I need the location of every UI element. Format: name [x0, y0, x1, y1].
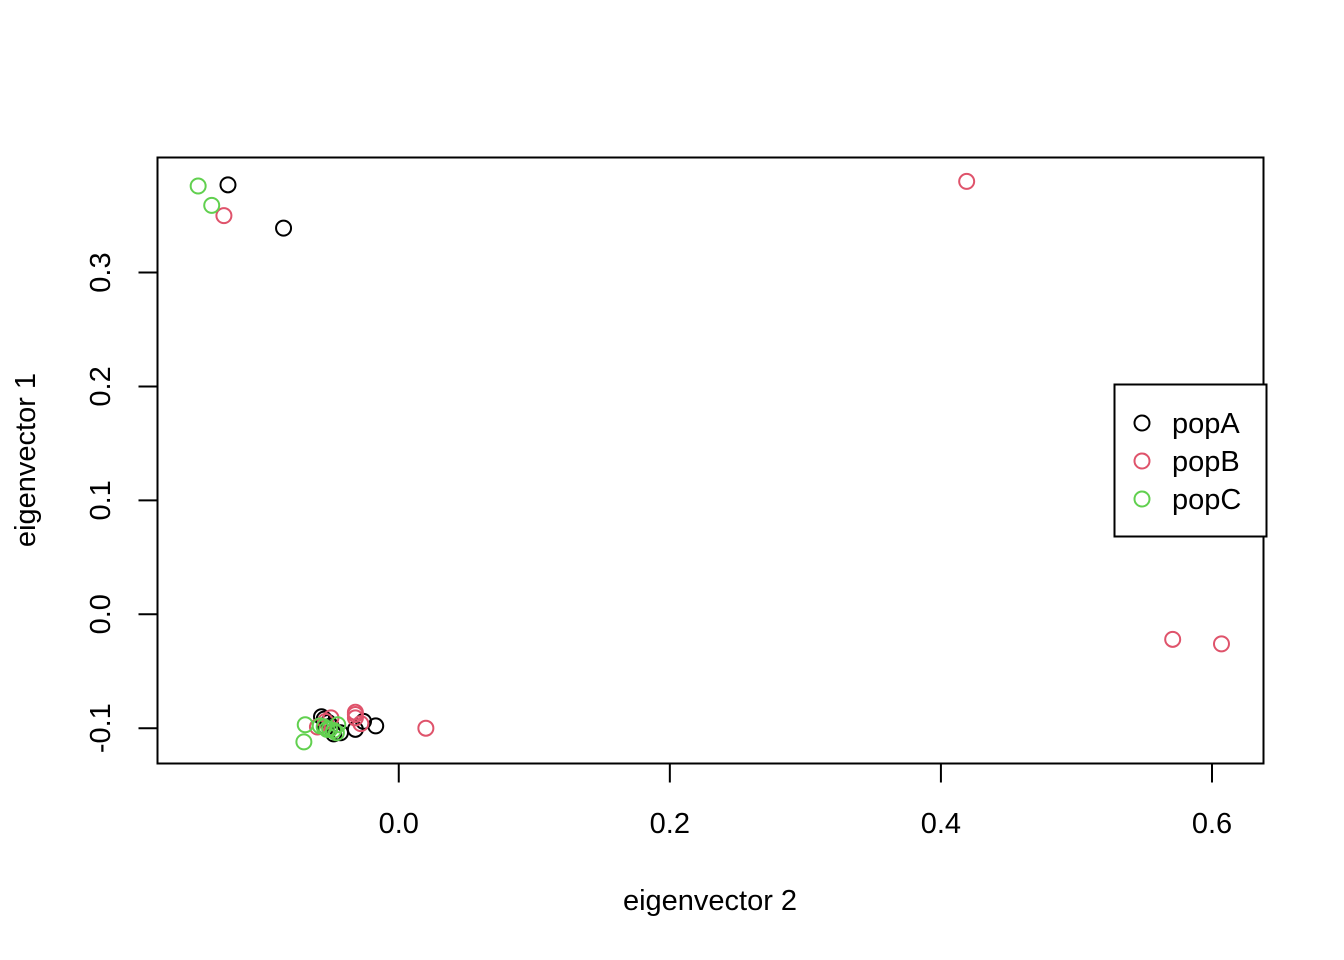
x-tick-label: 0.2 [650, 808, 690, 840]
x-tick-label: 0.0 [379, 808, 419, 840]
data-point [346, 709, 364, 727]
legend-label: popB [1172, 446, 1240, 478]
data-point [215, 207, 233, 225]
y-tick-label: -0.1 [85, 703, 117, 753]
legend: popA popB popC [1113, 383, 1268, 538]
series-popA [219, 176, 385, 743]
data-points [189, 172, 1230, 751]
legend-marker [1133, 452, 1151, 470]
y-axis: -0.1 0.0 0.1 0.2 0.3 [85, 252, 159, 753]
legend-marker [1133, 490, 1151, 508]
data-point [275, 219, 293, 237]
legend-box [1113, 383, 1268, 538]
data-point [1164, 630, 1182, 648]
x-axis-label: eigenvector 2 [623, 885, 797, 917]
y-tick-label: 0.2 [85, 366, 117, 406]
data-point [219, 176, 237, 194]
series-popB [215, 172, 1230, 737]
data-point [189, 177, 207, 195]
y-tick-label: 0.0 [85, 594, 117, 634]
data-point [327, 724, 345, 742]
y-tick-label: 0.3 [85, 252, 117, 292]
legend-label: popC [1172, 484, 1241, 516]
data-point [295, 733, 313, 751]
series-popC [189, 177, 347, 751]
data-point [352, 715, 370, 733]
y-tick-label: 0.1 [85, 480, 117, 520]
data-point [958, 172, 976, 190]
data-point [329, 716, 347, 734]
x-axis: 0.0 0.2 0.4 0.6 [379, 762, 1232, 840]
data-point [417, 719, 435, 737]
x-tick-label: 0.4 [921, 808, 961, 840]
y-axis-label: eigenvector 1 [10, 373, 42, 547]
x-tick-label: 0.6 [1192, 808, 1232, 840]
data-point [1212, 635, 1230, 653]
data-point [203, 196, 221, 214]
plot-frame [156, 156, 1265, 765]
legend-marker [1133, 414, 1151, 432]
legend-label: popA [1172, 408, 1240, 440]
